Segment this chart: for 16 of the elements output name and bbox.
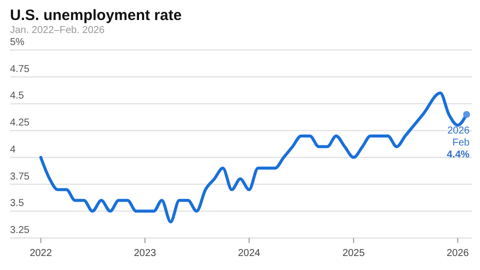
y-tick-label: 3.75 [10, 171, 30, 182]
chart-subtitle: Jan. 2022–Feb. 2026 [10, 25, 105, 36]
annotation: 2026 Feb 4.4% [446, 125, 470, 160]
y-tick-label: 5% [10, 37, 25, 48]
x-tick-label: 2023 [134, 248, 157, 259]
y-tick-label: 4.25 [10, 118, 30, 129]
y-tick-label: 3.5 [10, 198, 24, 210]
y-tick-label: 3.25 [10, 225, 30, 236]
chart-title: U.S. unemployment rate [10, 7, 182, 24]
x-tick-label: 2026 [446, 248, 470, 259]
y-tick-label: 4 [10, 144, 16, 156]
x-tick-label: 2024 [238, 248, 261, 259]
y-tick-label: 4.75 [10, 64, 30, 75]
y-tick-label: 4.5 [10, 90, 24, 102]
x-tick-label: 2022 [30, 248, 52, 259]
x-tick-label: 2025 [342, 248, 366, 259]
